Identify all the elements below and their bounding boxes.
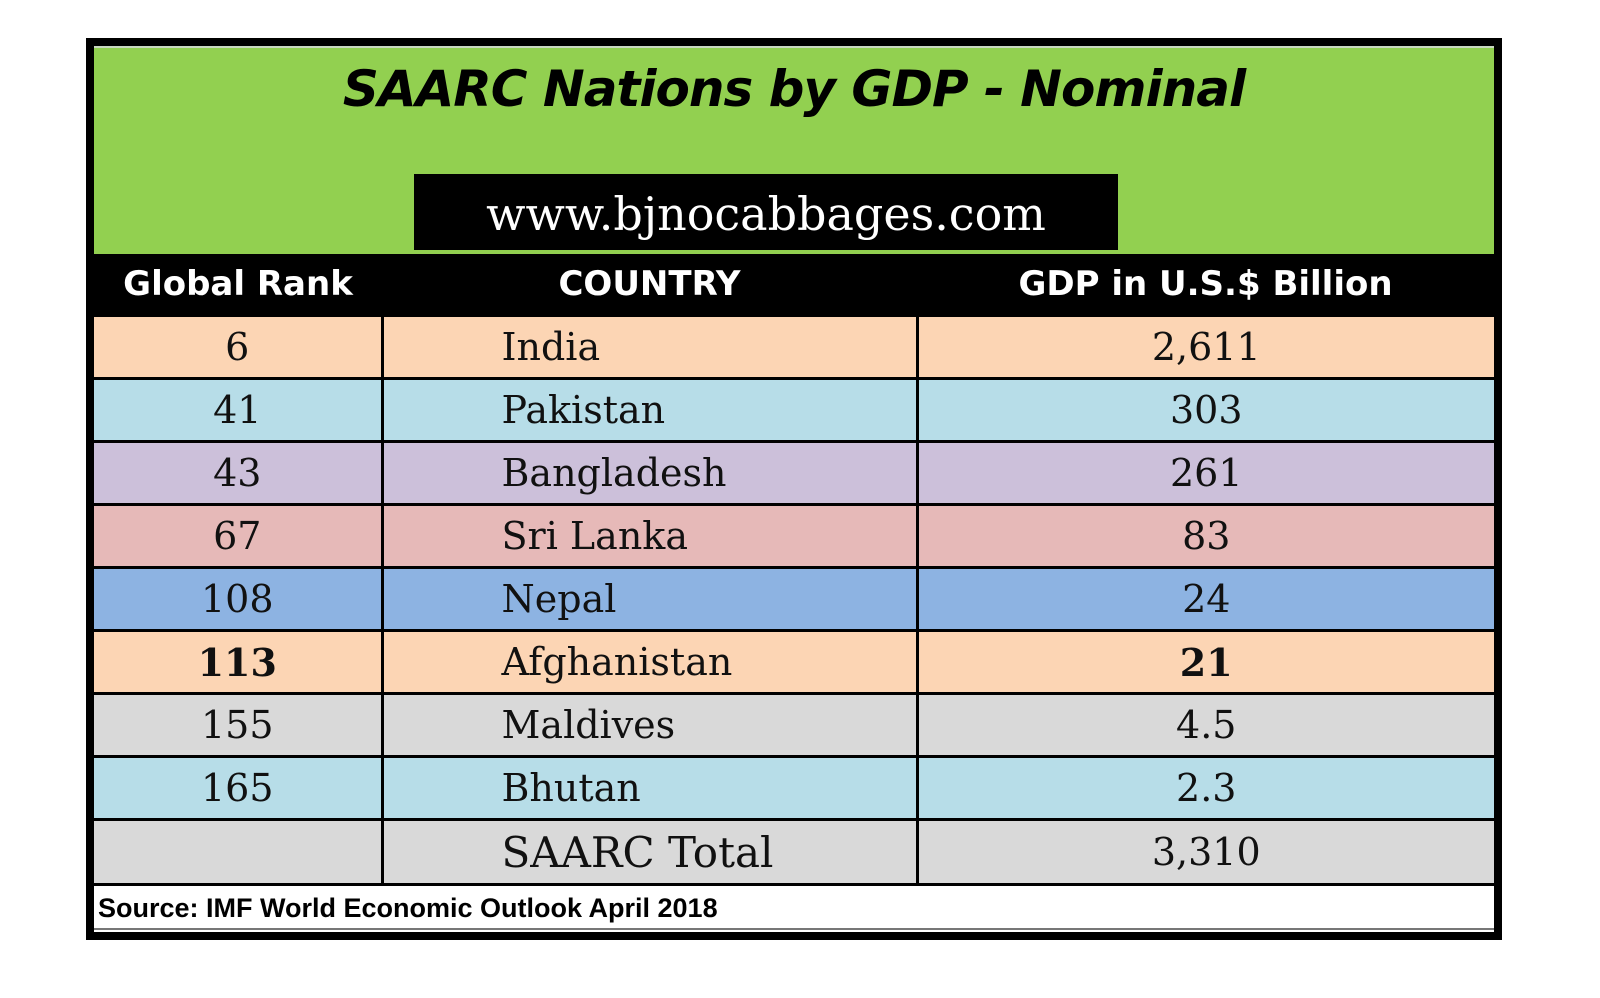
country-cell: Pakistan: [380, 377, 919, 443]
table-row: 108 Nepal 24: [94, 566, 1494, 632]
total-row: SAARC Total 3,310: [94, 818, 1494, 886]
column-header-rank: Global Rank: [94, 254, 382, 316]
infographic-frame: SAARC Nations by GDP - Nominal www.bjnoc…: [86, 38, 1502, 940]
website-label: www.bjnocabbages.com: [414, 174, 1118, 250]
table-row: 165 Bhutan 2.3: [94, 755, 1494, 821]
total-gdp: 3,310: [915, 818, 1494, 886]
country-cell: Bangladesh: [380, 440, 919, 506]
column-header-gdp: GDP in U.S.$ Billion: [917, 254, 1494, 316]
gdp-cell: 303: [915, 377, 1494, 443]
table-row: 67 Sri Lanka 83: [94, 503, 1494, 569]
rank-cell: 113: [94, 629, 384, 695]
rank-cell: 43: [94, 440, 384, 506]
country-cell: Maldives: [380, 692, 919, 758]
gdp-cell: 4.5: [915, 692, 1494, 758]
table-row: 113 Afghanistan 21: [94, 629, 1494, 695]
gdp-cell: 2.3: [915, 755, 1494, 821]
gdp-cell: 83: [915, 503, 1494, 569]
country-cell: Bhutan: [380, 755, 919, 821]
total-label: SAARC Total: [380, 818, 919, 886]
rank-cell: 6: [94, 314, 384, 380]
rank-cell: 155: [94, 692, 384, 758]
table-row: 155 Maldives 4.5: [94, 692, 1494, 758]
infographic-content: SAARC Nations by GDP - Nominal www.bjnoc…: [94, 46, 1494, 932]
gdp-cell: 2,611: [915, 314, 1494, 380]
title-banner: SAARC Nations by GDP - Nominal www.bjnoc…: [94, 46, 1494, 254]
gdp-table: Global Rank COUNTRY GDP in U.S.$ Billion…: [94, 254, 1494, 886]
rank-cell: 108: [94, 566, 384, 632]
gdp-cell: 261: [915, 440, 1494, 506]
table-row: 6 India 2,611: [94, 314, 1494, 380]
rank-cell: 41: [94, 377, 384, 443]
rank-cell: 67: [94, 503, 384, 569]
country-cell: Afghanistan: [380, 629, 919, 695]
country-cell: Sri Lanka: [380, 503, 919, 569]
rank-cell: [94, 818, 384, 886]
country-cell: India: [380, 314, 919, 380]
rank-cell: 165: [94, 755, 384, 821]
table-row: 41 Pakistan 303: [94, 377, 1494, 443]
page-title: SAARC Nations by GDP - Nominal: [342, 60, 1246, 118]
source-note: Source: IMF World Economic Outlook April…: [94, 886, 1494, 930]
gdp-cell: 21: [915, 629, 1494, 695]
country-cell: Nepal: [380, 566, 919, 632]
table-header-row: Global Rank COUNTRY GDP in U.S.$ Billion: [94, 254, 1494, 316]
gdp-cell: 24: [915, 566, 1494, 632]
column-header-country: COUNTRY: [382, 254, 917, 316]
table-row: 43 Bangladesh 261: [94, 440, 1494, 506]
